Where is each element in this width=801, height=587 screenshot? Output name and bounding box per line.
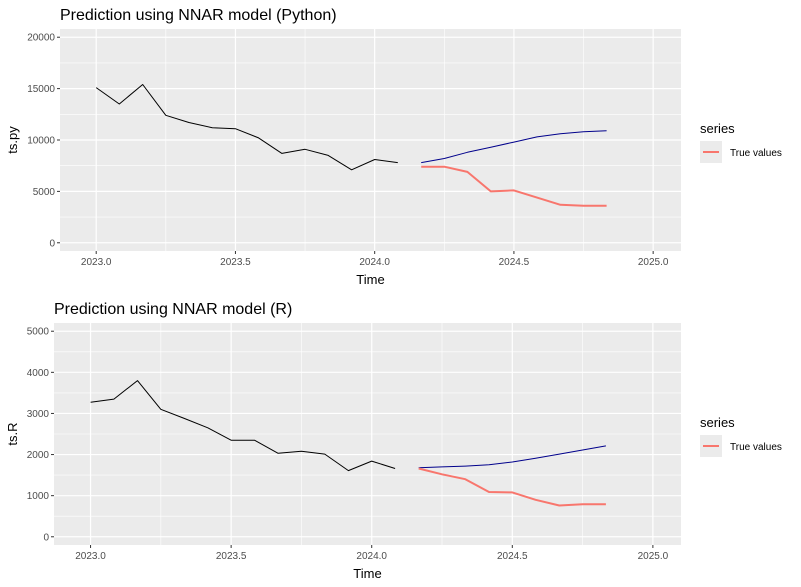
y-axis-ticks: 0 1000 2000 3000 4000 5000 <box>27 327 54 543</box>
minor-gridlines <box>54 323 681 545</box>
series-line-true-values <box>418 467 606 507</box>
legend-label-true-values: True values <box>730 148 782 159</box>
legend: series True values <box>700 121 782 163</box>
chart-python: Prediction using NNAR model (Python) 0 50… <box>5 7 782 287</box>
legend-title: series <box>700 121 735 136</box>
x-axis-title: Time <box>353 566 381 581</box>
series-line-true-values <box>421 165 607 207</box>
x-tick-label: 2025.0 <box>638 551 669 562</box>
y-tick-label: 0 <box>43 532 49 543</box>
y-tick-label: 5000 <box>33 187 56 198</box>
y-axis-title: ts.R <box>5 422 20 445</box>
x-axis-ticks: 2023.0 2023.5 2024.0 2024.5 2025.0 <box>81 251 669 268</box>
x-tick-label: 2025.0 <box>638 257 669 268</box>
x-tick-label: 2024.5 <box>497 551 528 562</box>
x-tick-label: 2023.0 <box>75 551 106 562</box>
chart-r: Prediction using NNAR model (R) 0 1000 200… <box>5 301 782 581</box>
legend-label-true-values: True values <box>730 442 782 453</box>
y-tick-label: 3000 <box>27 409 50 420</box>
y-tick-label: 15000 <box>27 84 55 95</box>
minor-gridlines <box>60 29 681 251</box>
series-lines <box>95 84 607 207</box>
series-line-history <box>90 380 396 472</box>
major-gridlines <box>60 29 681 251</box>
x-axis-ticks: 2023.0 2023.5 2024.0 2024.5 2025.0 <box>75 545 669 562</box>
y-tick-label: 2000 <box>27 450 50 461</box>
y-axis-ticks: 0 5000 10000 15000 20000 <box>27 33 60 249</box>
x-tick-label: 2023.5 <box>216 551 247 562</box>
x-tick-label: 2024.5 <box>499 257 530 268</box>
series-line-forecast <box>421 130 607 164</box>
chart-title: Prediction using NNAR model (R) <box>54 301 292 318</box>
y-tick-label: 0 <box>49 238 55 249</box>
x-tick-label: 2024.0 <box>356 551 387 562</box>
legend: series True values <box>700 415 782 457</box>
series-line-forecast <box>418 445 606 469</box>
y-tick-label: 4000 <box>27 368 50 379</box>
y-tick-label: 10000 <box>27 136 55 147</box>
y-tick-label: 1000 <box>27 491 50 502</box>
y-tick-label: 20000 <box>27 33 55 44</box>
chart-title: Prediction using NNAR model (Python) <box>60 7 337 24</box>
y-tick-label: 5000 <box>27 327 50 338</box>
series-lines <box>90 380 606 507</box>
x-tick-label: 2023.5 <box>220 257 251 268</box>
x-axis-title: Time <box>356 272 384 287</box>
legend-title: series <box>700 415 735 430</box>
x-tick-label: 2024.0 <box>359 257 390 268</box>
series-line-history <box>95 84 398 171</box>
x-tick-label: 2023.0 <box>81 257 112 268</box>
y-axis-title: ts.py <box>5 126 20 154</box>
major-gridlines <box>54 323 681 545</box>
